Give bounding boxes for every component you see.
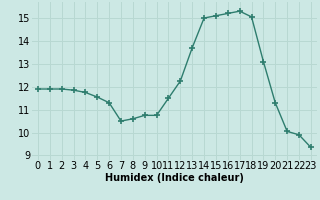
X-axis label: Humidex (Indice chaleur): Humidex (Indice chaleur) <box>105 173 244 183</box>
